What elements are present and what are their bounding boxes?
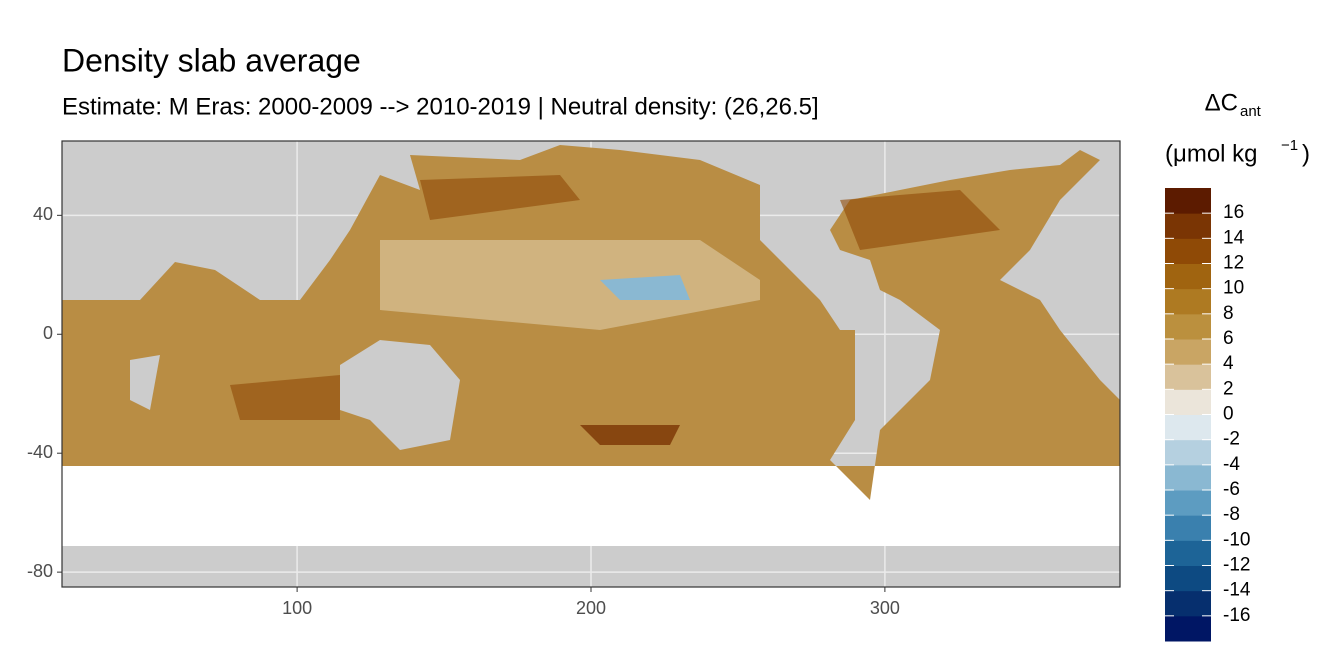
- legend-label: -4: [1223, 454, 1240, 475]
- legend-swatch: [1165, 565, 1211, 592]
- ocean-dark: [840, 190, 1000, 250]
- x-tick-label: 200: [576, 598, 606, 618]
- map: [62, 141, 1120, 587]
- missing-region: [62, 466, 1120, 546]
- ocean-dark: [580, 425, 680, 445]
- legend-swatch: [1165, 490, 1211, 516]
- legend-label: 2: [1223, 378, 1234, 399]
- legend-label: -2: [1223, 429, 1240, 450]
- legend-label: -10: [1223, 529, 1250, 550]
- legend-swatch: [1165, 439, 1211, 466]
- y-tick-label: -80: [27, 561, 53, 581]
- chart-title: Density slab average: [62, 42, 361, 78]
- legend-swatch: [1165, 313, 1211, 340]
- y-tick-label: 0: [43, 323, 53, 343]
- legend-title: −1: [1281, 137, 1298, 154]
- legend-swatch: [1165, 238, 1211, 264]
- legend-swatch: [1165, 339, 1211, 365]
- x-tick-label: 300: [870, 598, 900, 618]
- chart-subtitle: Estimate: M Eras: 2000-2009 --> 2010-201…: [62, 93, 819, 120]
- legend-title: ΔC: [1205, 89, 1238, 116]
- legend-title: ant: [1240, 103, 1262, 120]
- legend-label: -16: [1223, 605, 1250, 626]
- legend-label: 10: [1223, 278, 1244, 299]
- legend-title: (μmol kg: [1165, 140, 1258, 167]
- legend-label: 6: [1223, 328, 1234, 349]
- legend-swatch: [1165, 464, 1211, 491]
- legend-label: 16: [1223, 202, 1244, 223]
- land: [340, 340, 460, 450]
- legend-swatch: [1165, 515, 1211, 541]
- legend-swatch: [1165, 389, 1211, 415]
- ocean-blue: [600, 275, 690, 300]
- legend-swatch: [1165, 288, 1211, 315]
- legend-swatch: [1165, 590, 1211, 617]
- legend-swatch: [1165, 540, 1211, 566]
- legend-swatch: [1165, 188, 1211, 214]
- legend-label: 8: [1223, 303, 1234, 324]
- land: [130, 355, 160, 410]
- legend-label: 12: [1223, 253, 1244, 274]
- ocean-dark: [230, 375, 340, 420]
- legend-swatch: [1165, 213, 1211, 239]
- legend-swatch: [1165, 414, 1211, 441]
- ocean-dark: [420, 175, 580, 220]
- y-tick-label: -40: [27, 442, 53, 462]
- legend-label: -14: [1223, 580, 1251, 601]
- y-tick-label: 40: [33, 204, 53, 224]
- legend-label: -6: [1223, 479, 1240, 500]
- legend-swatch: [1165, 615, 1211, 642]
- legend-label: 4: [1223, 353, 1234, 374]
- legend-label: 0: [1223, 404, 1234, 425]
- legend-title: ): [1302, 140, 1310, 167]
- legend-label: 14: [1223, 227, 1245, 248]
- legend-label: -8: [1223, 504, 1240, 525]
- x-tick-label: 100: [282, 598, 312, 618]
- legend-label: -12: [1223, 555, 1250, 576]
- legend-swatch: [1165, 364, 1211, 390]
- legend-swatch: [1165, 263, 1211, 290]
- ocean-light: [380, 240, 760, 330]
